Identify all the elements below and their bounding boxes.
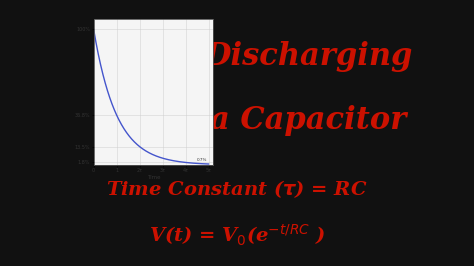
Text: Time Constant ($\boldsymbol{\tau}$) = RC: Time Constant ($\boldsymbol{\tau}$) = RC <box>106 178 368 200</box>
Text: a Capacitor: a Capacitor <box>210 105 407 136</box>
Text: V$_C$: V$_C$ <box>60 84 80 101</box>
Text: 0.7%: 0.7% <box>197 158 208 162</box>
X-axis label: Time: Time <box>146 175 160 180</box>
Text: V(t) = V$_0$(e$^{-t/RC}$ ): V(t) = V$_0$(e$^{-t/RC}$ ) <box>149 223 325 248</box>
Text: Discharging: Discharging <box>204 41 413 72</box>
